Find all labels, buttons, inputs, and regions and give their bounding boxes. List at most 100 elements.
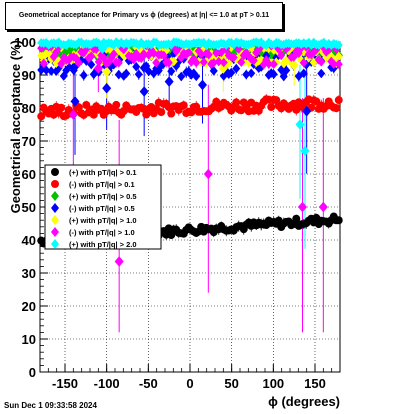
data-point (219, 51, 228, 62)
data-point (47, 54, 56, 64)
data-point (132, 61, 141, 72)
data-point (299, 57, 308, 68)
data-point (42, 65, 51, 75)
data-point (198, 79, 207, 91)
legend-marker (51, 227, 59, 237)
legend-label: (+) with pT/|q| > 1.0 (69, 216, 137, 225)
data-point (197, 49, 206, 60)
y-tick-label: 90 (22, 68, 36, 83)
data-point (162, 45, 171, 56)
data-point (217, 47, 226, 58)
data-point (227, 67, 236, 78)
data-point (74, 103, 83, 112)
legend-marker (51, 215, 59, 225)
data-point (122, 68, 131, 79)
data-point (274, 44, 283, 55)
data-point (257, 62, 266, 72)
data-point (167, 66, 176, 77)
data-point (317, 57, 326, 67)
data-point (302, 106, 312, 117)
data-point (109, 59, 118, 70)
x-tick-label: 150 (304, 376, 326, 391)
timestamp: Sun Dec 1 09:33:58 2024 (4, 401, 97, 410)
data-point (264, 59, 273, 69)
x-tick-label: 50 (224, 376, 238, 391)
data-point (62, 40, 71, 50)
data-point (329, 59, 338, 69)
legend-marker (51, 203, 59, 213)
legend-label: (+) with pT/|q| > 2.0 (69, 240, 137, 249)
data-point (269, 59, 278, 69)
y-tick-label: 50 (22, 200, 36, 215)
data-point (112, 100, 121, 109)
legend-marker (51, 239, 59, 249)
data-point (204, 49, 213, 60)
chart-title: Geometrical acceptance for Primary vs ϕ … (18, 12, 270, 19)
data-point (317, 68, 326, 79)
x-tick-label: -50 (139, 376, 158, 391)
data-point (82, 56, 91, 66)
y-tick-label: 80 (22, 101, 36, 116)
legend-label: (-) with pT/|q| > 0.1 (69, 180, 135, 189)
legend: (+) with pT/|q| > 0.1 (-) with pT/|q| > 0… (44, 164, 162, 250)
x-tick-label: -100 (94, 376, 120, 391)
x-axis-label: ϕ (degrees) (268, 394, 340, 409)
data-point (47, 66, 56, 76)
data-point (294, 48, 303, 58)
legend-label: (+) with pT/|q| > 0.5 (69, 192, 137, 201)
legend-label: (-) with pT/|q| > 0.5 (69, 204, 135, 213)
y-tick-label: 40 (22, 233, 36, 248)
data-point (114, 57, 123, 68)
data-point (219, 57, 228, 68)
data-point (159, 50, 168, 61)
data-point (114, 256, 124, 267)
data-point (229, 52, 238, 63)
data-point (39, 58, 48, 69)
data-point (212, 97, 221, 106)
data-point (167, 40, 176, 50)
data-point (247, 68, 256, 79)
data-point (134, 40, 143, 50)
data-point (177, 52, 186, 63)
data-point (54, 42, 63, 53)
data-point (72, 53, 81, 64)
data-point (334, 59, 343, 70)
data-point (192, 71, 201, 82)
data-point (139, 86, 149, 97)
y-tick-label: 10 (22, 332, 36, 347)
data-point (239, 50, 248, 61)
data-point (82, 101, 91, 110)
data-point (269, 69, 278, 80)
data-point (167, 109, 176, 118)
data-point (177, 71, 186, 82)
data-point (232, 98, 241, 107)
data-point (332, 104, 341, 113)
data-point (102, 82, 112, 94)
data-point (179, 101, 188, 110)
y-tick-label: 20 (22, 299, 36, 314)
data-point (57, 103, 66, 112)
data-point (122, 49, 131, 59)
data-point (70, 96, 80, 107)
chart-title-box: Geometrical acceptance for Primary vs ϕ … (5, 2, 283, 30)
data-point (218, 63, 228, 74)
data-point (289, 52, 298, 62)
legend-marker (51, 168, 59, 176)
x-tick-label: 0 (186, 376, 193, 391)
data-point (237, 48, 246, 59)
y-tick-label: 60 (22, 167, 36, 182)
data-point (54, 63, 63, 73)
data-point (334, 216, 343, 225)
data-point (209, 57, 218, 68)
data-point (232, 63, 241, 74)
data-point (298, 201, 307, 213)
data-point (318, 201, 328, 213)
data-point (152, 58, 161, 68)
data-point (292, 214, 301, 223)
data-point (334, 96, 343, 105)
data-point (277, 50, 286, 61)
data-point (102, 66, 112, 77)
data-point (192, 57, 201, 68)
y-tick-label: 0 (29, 365, 36, 380)
